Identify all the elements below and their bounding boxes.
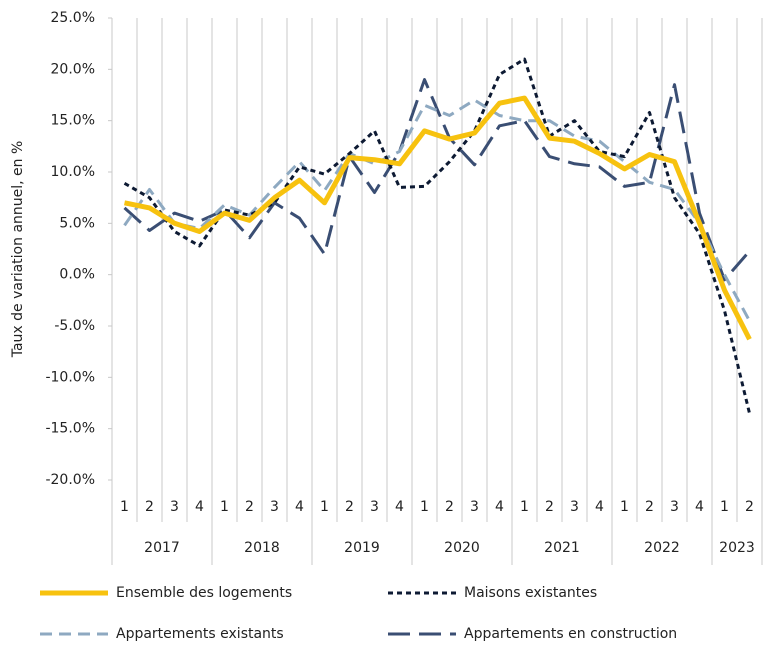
x-tick-label: 2 <box>745 499 754 515</box>
x-tick-label: 1 <box>220 499 229 515</box>
x-tick-label: 1 <box>520 499 529 515</box>
x-tick-label: 3 <box>370 499 379 515</box>
y-tick-label: -15.0% <box>45 421 95 437</box>
x-group-label: 2023 <box>719 540 755 556</box>
x-tick-label: 1 <box>420 499 429 515</box>
x-group-label: 2020 <box>444 540 480 556</box>
x-tick-label: 2 <box>245 499 254 515</box>
x-tick-label: 2 <box>345 499 354 515</box>
legend-label: Appartements en construction <box>464 626 677 642</box>
x-group-label: 2022 <box>644 540 680 556</box>
x-tick-label: 2 <box>645 499 654 515</box>
x-tick-label: 2 <box>145 499 154 515</box>
x-tick-label: 4 <box>395 499 404 515</box>
y-tick-label: 10.0% <box>51 164 95 180</box>
x-group-label: 2017 <box>144 540 180 556</box>
x-tick-label: 4 <box>695 499 704 515</box>
x-tick-label: 3 <box>470 499 479 515</box>
x-group-label: 2018 <box>244 540 280 556</box>
y-tick-label: 5.0% <box>59 215 95 231</box>
x-tick-label: 1 <box>620 499 629 515</box>
y-axis-label: Taux de variation annuel, en % <box>10 141 26 359</box>
x-tick-label: 2 <box>545 499 554 515</box>
x-tick-label: 1 <box>720 499 729 515</box>
x-tick-label: 3 <box>270 499 279 515</box>
legend-label: Appartements existants <box>116 626 284 642</box>
y-tick-label: 25.0% <box>51 10 95 26</box>
y-tick-label: -20.0% <box>45 472 95 488</box>
x-group-label: 2019 <box>344 540 380 556</box>
series-line <box>123 57 751 414</box>
legend-label: Maisons existantes <box>464 585 597 601</box>
x-group-label: 2021 <box>544 540 580 556</box>
y-tick-label: -5.0% <box>54 318 95 334</box>
y-tick-label: 20.0% <box>51 61 95 77</box>
x-tick-label: 2 <box>445 499 454 515</box>
y-tick-label: 0.0% <box>59 267 95 283</box>
series-line <box>124 95 752 341</box>
y-tick-label: -10.0% <box>45 369 95 385</box>
x-tick-label: 4 <box>595 499 604 515</box>
x-tick-label: 4 <box>195 499 204 515</box>
x-tick-label: 4 <box>495 499 504 515</box>
x-tick-label: 1 <box>320 499 329 515</box>
series-line <box>123 98 751 322</box>
x-tick-label: 3 <box>570 499 579 515</box>
legend-label: Ensemble des logements <box>116 585 292 601</box>
x-tick-label: 3 <box>670 499 679 515</box>
x-tick-label: 3 <box>170 499 179 515</box>
y-tick-label: 15.0% <box>51 113 95 129</box>
x-tick-label: 1 <box>120 499 129 515</box>
x-tick-label: 4 <box>295 499 304 515</box>
